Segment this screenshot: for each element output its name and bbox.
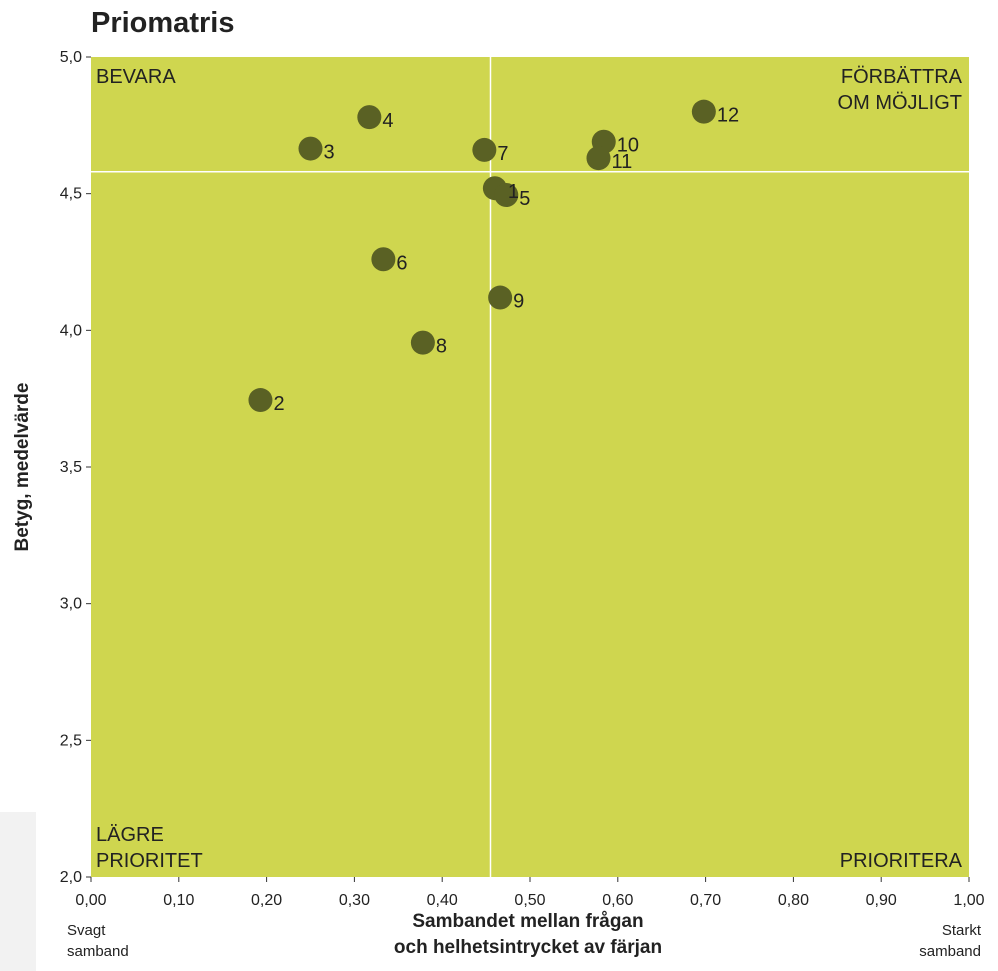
x-axis-title: och helhetsintrycket av färjan	[394, 937, 662, 958]
data-point-2	[248, 388, 273, 413]
x-tick-label: 0,50	[514, 892, 545, 909]
data-label-2: 2	[273, 393, 284, 415]
plot-area	[91, 57, 969, 877]
x-tick-label: 0,90	[866, 892, 897, 909]
data-label-6: 6	[396, 252, 407, 274]
quadrant-label-forbattra: OM MÖJLIGT	[838, 92, 962, 114]
data-label-4: 4	[382, 110, 393, 132]
strong-relation-note: Starkt	[942, 922, 982, 939]
quadrant-label-prioritera: PRIORITERA	[840, 850, 963, 872]
y-axis-title: Betyg, medelvärde	[12, 383, 33, 552]
x-tick-label: 0,20	[251, 892, 282, 909]
data-label-7: 7	[497, 143, 508, 165]
data-label-12: 12	[717, 105, 739, 127]
x-tick-label: 0,10	[163, 892, 194, 909]
data-label-11: 11	[611, 151, 632, 173]
data-point-4	[357, 105, 382, 130]
x-tick-label: 0,70	[690, 892, 721, 909]
data-point-11	[586, 146, 611, 171]
data-point-8	[410, 330, 435, 355]
data-label-10: 10	[617, 135, 639, 157]
x-tick-label: 1,00	[953, 892, 984, 909]
y-tick-label: 2,0	[60, 869, 82, 886]
weak-relation-note: Svagt	[67, 922, 106, 939]
x-tick-label: 0,80	[778, 892, 809, 909]
quadrant-label-forbattra: FÖRBÄTTRA	[841, 66, 963, 88]
quadrant-label-lagre-prioritet: LÄGRE	[96, 824, 164, 846]
strong-relation-note: samband	[919, 943, 981, 960]
x-axis-title: Sambandet mellan frågan	[412, 911, 643, 932]
data-label-1: 1	[508, 181, 519, 203]
data-label-5: 5	[519, 188, 530, 210]
data-point-5	[494, 183, 519, 208]
weak-relation-note: samband	[67, 943, 129, 960]
quadrant-label-lagre-prioritet: PRIORITET	[96, 850, 203, 872]
data-point-7	[472, 137, 497, 162]
chart-title: Priomatris	[91, 7, 234, 39]
x-tick-label: 0,00	[75, 892, 106, 909]
y-tick-label: 5,0	[60, 49, 82, 66]
y-tick-label: 3,0	[60, 596, 82, 613]
y-tick-label: 4,0	[60, 322, 82, 339]
y-tick-label: 4,5	[60, 186, 82, 203]
y-tick-label: 3,5	[60, 459, 82, 476]
y-tick-label: 2,5	[60, 732, 82, 749]
data-label-8: 8	[436, 336, 447, 358]
data-point-3	[298, 136, 323, 161]
data-label-3: 3	[324, 142, 335, 164]
data-label-9: 9	[513, 291, 524, 313]
data-point-6	[371, 247, 396, 272]
plot-background	[91, 57, 969, 877]
x-tick-label: 0,30	[339, 892, 370, 909]
chart-labels: BEVARA FÖRBÄTTRA OM MÖJLIGT LÄGRE PRIORITET P…	[12, 49, 985, 960]
data-point-9	[488, 285, 513, 310]
x-tick-label: 0,40	[427, 892, 458, 909]
side-panel	[0, 812, 36, 971]
quadrant-label-bevara: BEVARA	[96, 66, 176, 88]
data-point-12	[691, 99, 716, 124]
x-tick-label: 0,60	[602, 892, 633, 909]
